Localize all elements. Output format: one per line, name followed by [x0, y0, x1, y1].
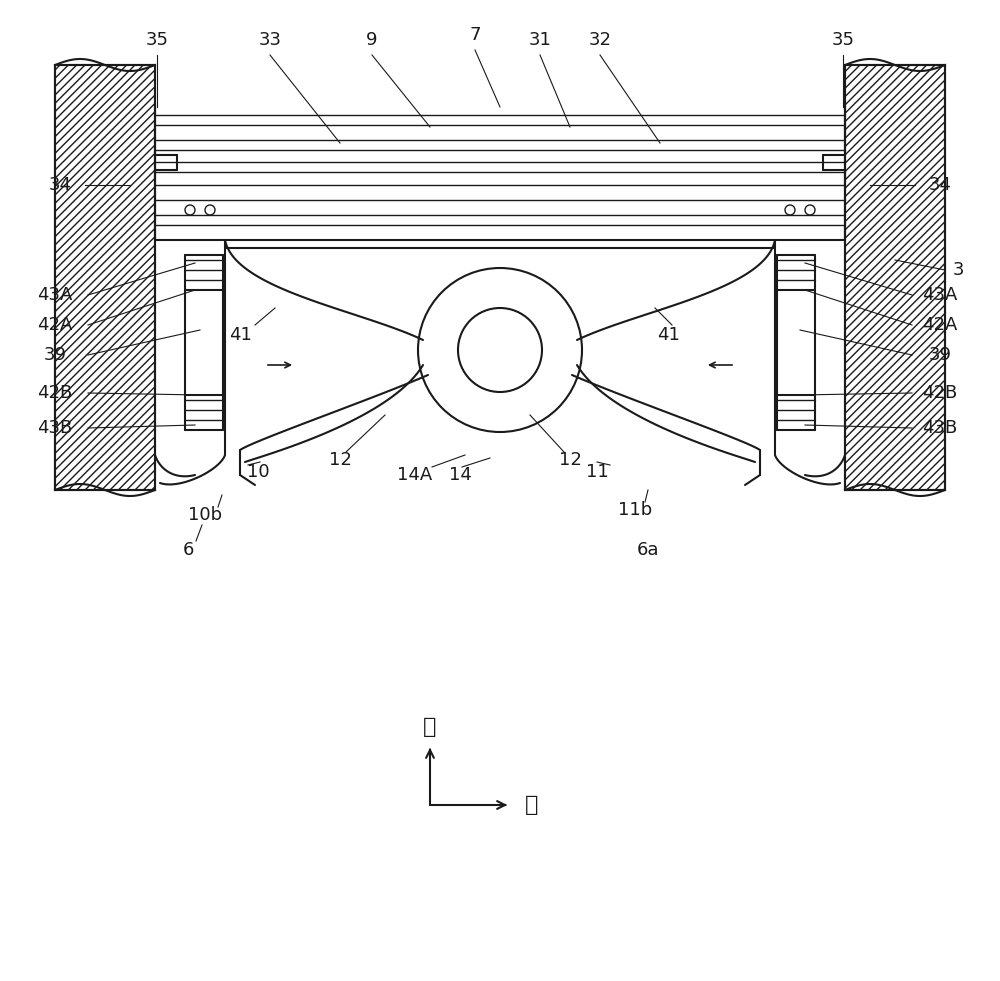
Text: 43B: 43B [922, 419, 958, 437]
Bar [55, 65, 155, 490]
Text: 39: 39 [928, 346, 952, 364]
Text: 10b: 10b [188, 506, 222, 524]
Text: 35: 35 [146, 31, 168, 49]
Text: 14: 14 [449, 466, 471, 484]
Text: 39: 39 [44, 346, 66, 364]
Text: 34: 34 [48, 176, 72, 194]
Text: 34: 34 [928, 176, 952, 194]
Text: 33: 33 [258, 31, 282, 49]
Text: 43A: 43A [922, 286, 958, 304]
Text: 前: 前 [525, 795, 539, 815]
Text: 10: 10 [247, 463, 269, 481]
Text: 41: 41 [229, 326, 251, 344]
Text: 上: 上 [423, 717, 437, 737]
Text: 12: 12 [329, 451, 351, 469]
Text: 42B: 42B [37, 384, 73, 402]
Bar [55, 65, 155, 490]
Bar [845, 65, 945, 490]
Text: 7: 7 [469, 26, 481, 44]
Text: 43A: 43A [37, 286, 73, 304]
Text: 9: 9 [366, 31, 378, 49]
Text: 3: 3 [952, 261, 964, 279]
Bar [845, 65, 945, 490]
Text: 43B: 43B [37, 419, 73, 437]
Text: 42A: 42A [922, 316, 958, 334]
Text: 32: 32 [588, 31, 612, 49]
Text: 35: 35 [832, 31, 854, 49]
Text: 12: 12 [559, 451, 581, 469]
Text: 6: 6 [182, 541, 194, 559]
Text: 31: 31 [529, 31, 551, 49]
Text: 11b: 11b [618, 501, 652, 519]
Text: 42B: 42B [922, 384, 958, 402]
Text: 11: 11 [586, 463, 608, 481]
Text: 14A: 14A [397, 466, 433, 484]
Text: 42A: 42A [37, 316, 73, 334]
Text: 41: 41 [657, 326, 679, 344]
Text: 6a: 6a [637, 541, 659, 559]
